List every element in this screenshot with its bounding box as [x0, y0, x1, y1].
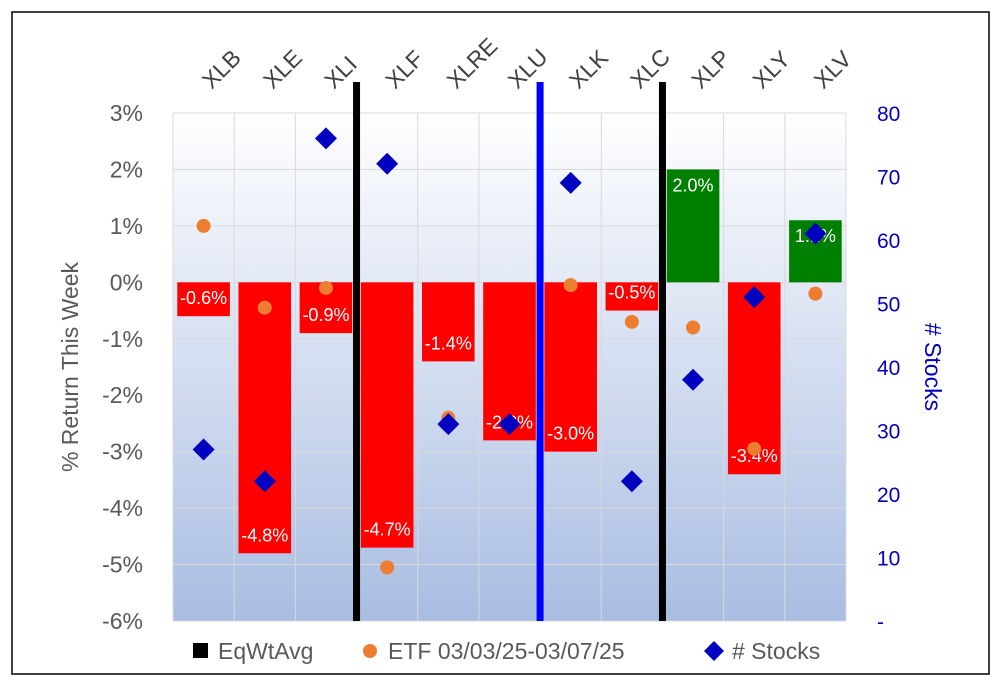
- y2-tick-label: 60: [877, 230, 900, 253]
- bar-label-xlp: 2.0%: [673, 175, 714, 195]
- stocks-marker-xlc: [620, 470, 643, 493]
- etf-marker-xle: [257, 300, 272, 315]
- bar-label-xlf: -4.7%: [364, 520, 411, 540]
- y-tick-label: -3%: [102, 439, 143, 465]
- y2-tick-label: 30: [877, 421, 900, 444]
- legend-etf-marker: [363, 644, 377, 658]
- y-tick-label: 2%: [110, 156, 143, 182]
- y-tick-label: -1%: [102, 326, 143, 352]
- y2-tick-label: 20: [877, 484, 900, 507]
- bar-label-xle: -4.8%: [241, 525, 288, 545]
- y2-axis-title: # Stocks: [920, 323, 946, 411]
- y-axis-title: % Return This Week: [57, 261, 83, 472]
- bar-label-xlc: -0.5%: [608, 283, 655, 303]
- y-tick-label: -2%: [102, 382, 143, 408]
- legend-etf-label: ETF 03/03/25-03/07/25: [388, 638, 625, 664]
- bar-label-xlre: -1.4%: [425, 333, 472, 353]
- stocks-marker-xli: [314, 127, 337, 150]
- etf-marker-xlp: [686, 320, 701, 335]
- stocks-marker-xlb: [192, 438, 215, 461]
- bar-label-xlk: -3.0%: [547, 424, 594, 444]
- y2-tick-label: 40: [877, 357, 900, 380]
- bar-xlb: [177, 282, 230, 317]
- stocks-marker-xlu: [498, 413, 521, 436]
- bar-xlre: [422, 282, 475, 362]
- y-tick-label: 1%: [110, 213, 143, 239]
- etf-marker-xlk: [563, 278, 578, 293]
- legend-eqwtavg-swatch: [193, 643, 208, 658]
- etf-marker-xli: [318, 280, 333, 295]
- bar-label-xly: -3.4%: [731, 446, 778, 466]
- stocks-marker-xlp: [682, 368, 705, 391]
- bar-labels: -0.6%-4.8%-0.9%-4.7%-1.4%-2.8%-3.0%-0.5%…: [180, 175, 836, 545]
- y-tick-label: 3%: [110, 100, 143, 126]
- legend: EqWtAvg ETF 03/03/25-03/07/25 # Stocks: [193, 638, 820, 664]
- stocks-marker-xlv: [804, 222, 827, 245]
- etf-marker-xly: [747, 441, 762, 456]
- bar-xlc: [605, 282, 659, 311]
- legend-stocks-label: # Stocks: [732, 638, 820, 664]
- stocks-marker-xlk: [559, 171, 582, 194]
- bar-xlk: [544, 282, 597, 452]
- stocks-marker-xlf: [376, 152, 399, 175]
- y2-tick-label: 50: [877, 294, 900, 317]
- bar-xlf: [360, 282, 414, 548]
- stock-markers: [192, 127, 827, 493]
- etf-marker-xlv: [808, 286, 823, 301]
- y-tick-label: -5%: [102, 552, 143, 578]
- legend-stocks-marker: [704, 641, 724, 661]
- bar-label-xlb: -0.6%: [180, 288, 227, 308]
- dividers: [353, 82, 666, 621]
- stocks-marker-xle: [253, 470, 276, 493]
- y2-tick-label: 10: [877, 548, 900, 571]
- bar-label-xli: -0.9%: [302, 305, 349, 325]
- y-axis-ticks: 3% 2% 1% 0% -1% -2% -3% -4% -5% -6%: [102, 100, 143, 634]
- stocks-marker-xlre: [437, 413, 460, 436]
- etf-marker-xlf: [380, 560, 395, 575]
- stocks-marker-xly: [743, 286, 766, 309]
- y2-tick-label: 80: [877, 103, 900, 126]
- etf-marker-xlc: [624, 314, 639, 329]
- y-tick-label: -4%: [102, 495, 143, 521]
- y2-tick-label: 70: [877, 167, 900, 190]
- y-tick-label: -6%: [102, 608, 143, 634]
- y2-tick-label: -: [877, 611, 884, 634]
- y-tick-label: 0%: [110, 269, 143, 295]
- y2-axis-ticks: 80 70 60 50 40 30 20 10 -: [877, 103, 900, 634]
- bars: [177, 169, 842, 554]
- bar-xle: [238, 282, 292, 554]
- bar-xlp: [666, 169, 720, 283]
- legend-eqwtavg-label: EqWtAvg: [218, 638, 313, 664]
- etf-marker-xlb: [196, 218, 211, 233]
